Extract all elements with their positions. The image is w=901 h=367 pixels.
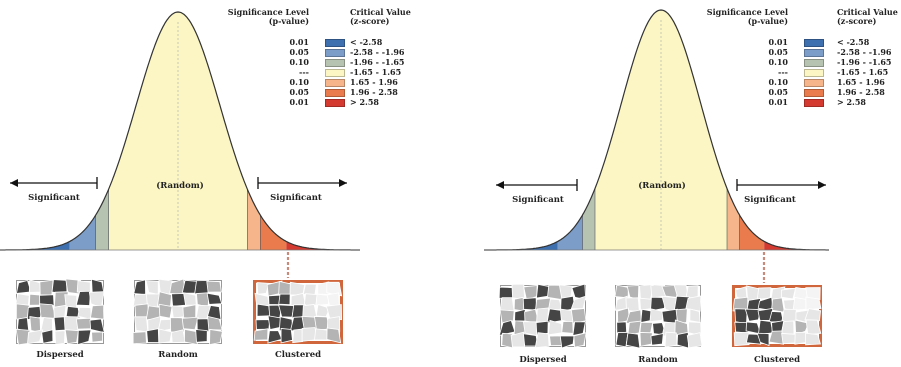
left-significant-arrow (496, 179, 578, 191)
diagram-panel-right: Significance Level (p-value) Critical Va… (484, 0, 901, 367)
legend-crit-header: Critical Value (z-score) (350, 7, 411, 26)
curve-band-3 (95, 189, 109, 250)
legend-p-value: 0.01 (289, 97, 309, 107)
thumbnail-label: Clustered (274, 350, 322, 360)
legend-p-value: 0.10 (768, 57, 788, 67)
legend-swatch (804, 39, 824, 47)
legend-swatch (325, 99, 345, 107)
legend-z-score: < -2.58 (837, 37, 870, 47)
legend-p-value: 0.05 (768, 87, 788, 97)
legend-swatch (325, 39, 345, 47)
right-significant-label: Significant (270, 193, 322, 203)
curve-band-3 (582, 188, 595, 250)
legend-p-value: 0.10 (289, 57, 309, 67)
legend-z-score: -1.65 - 1.65 (350, 67, 402, 77)
pattern-thumbnail-dispersed (15, 278, 105, 346)
map-graphic (732, 285, 822, 347)
legend-p-value: 0.05 (289, 87, 309, 97)
map-graphic (614, 284, 703, 349)
map-graphic (132, 278, 223, 346)
legend-crit-subheader: (z-score) (837, 16, 877, 26)
pattern-thumbnail-clustered (253, 280, 343, 344)
legend-sig-header: Significance Level (p-value) (706, 7, 788, 26)
legend-z-score: 1.96 - 2.58 (837, 87, 885, 97)
curve-outline (0, 11, 360, 251)
pattern-thumbnail-random (614, 284, 703, 349)
legend-swatch (325, 69, 345, 77)
legend-swatch (804, 49, 824, 57)
legend-swatch (804, 69, 824, 77)
curve-band-5 (727, 188, 740, 250)
normal-curve-graphic (484, 9, 829, 283)
right-significant-arrow (257, 177, 347, 189)
right-significant-arrow (736, 179, 826, 191)
legend-sig-subheader: (p-value) (268, 16, 309, 26)
thumbnail-label: Random (638, 355, 678, 365)
left-significant-label: Significant (28, 193, 80, 203)
map-graphic (498, 283, 587, 349)
legend-z-score: > 2.58 (837, 97, 866, 107)
legend-z-score: 1.96 - 2.58 (350, 87, 398, 97)
legend-crit-subheader: (z-score) (350, 16, 390, 26)
curve-band-7 (764, 241, 829, 250)
legend-p-value: 0.05 (289, 47, 309, 57)
normal-curve-graphic (0, 11, 360, 278)
legend-p-value: 0.10 (768, 77, 788, 87)
random-label: (Random) (638, 181, 686, 191)
curve-outline (484, 9, 829, 251)
thumbnail-label: Clustered (753, 355, 801, 365)
diagram-panel-left: Significance Level (p-value) Critical Va… (0, 0, 450, 367)
legend-p-value: 0.01 (768, 37, 788, 47)
legend-z-score: > 2.58 (350, 97, 379, 107)
map-graphic (15, 278, 105, 346)
map-graphic (253, 280, 343, 344)
legend-z-score: 1.65 - 1.96 (350, 77, 398, 87)
legend-p-value: 0.01 (768, 97, 788, 107)
legend-swatch (325, 79, 345, 87)
legend-z-score: < -2.58 (350, 37, 383, 47)
legend-sig-header: Significance Level (p-value) (227, 7, 309, 26)
curve-band-5 (247, 189, 261, 250)
legend-z-score: -1.96 - -1.65 (350, 57, 405, 67)
right-significant-label: Significant (744, 195, 796, 205)
legend-swatch (804, 89, 824, 97)
legend-z-score: -1.65 - 1.65 (837, 67, 889, 77)
random-label: (Random) (156, 181, 204, 191)
legend-swatch (804, 99, 824, 107)
legend-swatch (804, 79, 824, 87)
legend-p-value: 0.10 (289, 77, 309, 87)
legend-p-value: 0.05 (768, 47, 788, 57)
legend-sig-subheader: (p-value) (747, 16, 788, 26)
legend-swatch (325, 49, 345, 57)
left-significant-label: Significant (512, 195, 564, 205)
thumbnail-label: Dispersed (36, 350, 84, 360)
pattern-thumbnail-random (132, 278, 223, 346)
legend-z-score: -2.58 - -1.96 (350, 47, 405, 57)
left-significant-arrow (10, 177, 98, 189)
legend-z-score: -1.96 - -1.65 (837, 57, 892, 67)
legend-p-value: 0.01 (289, 37, 309, 47)
legend-z-score: 1.65 - 1.96 (837, 77, 885, 87)
pattern-thumbnail-dispersed (498, 283, 587, 349)
legend-z-score: -2.58 - -1.96 (837, 47, 892, 57)
pattern-thumbnail-clustered (732, 285, 822, 347)
legend-p-value: --- (778, 67, 788, 77)
legend-crit-header: Critical Value (z-score) (837, 7, 898, 26)
legend-swatch (804, 59, 824, 67)
thumbnail-label: Random (158, 350, 198, 360)
legend-p-value: --- (299, 67, 309, 77)
thumbnail-label: Dispersed (519, 355, 567, 365)
legend-swatch (325, 89, 345, 97)
legend-swatch (325, 59, 345, 67)
